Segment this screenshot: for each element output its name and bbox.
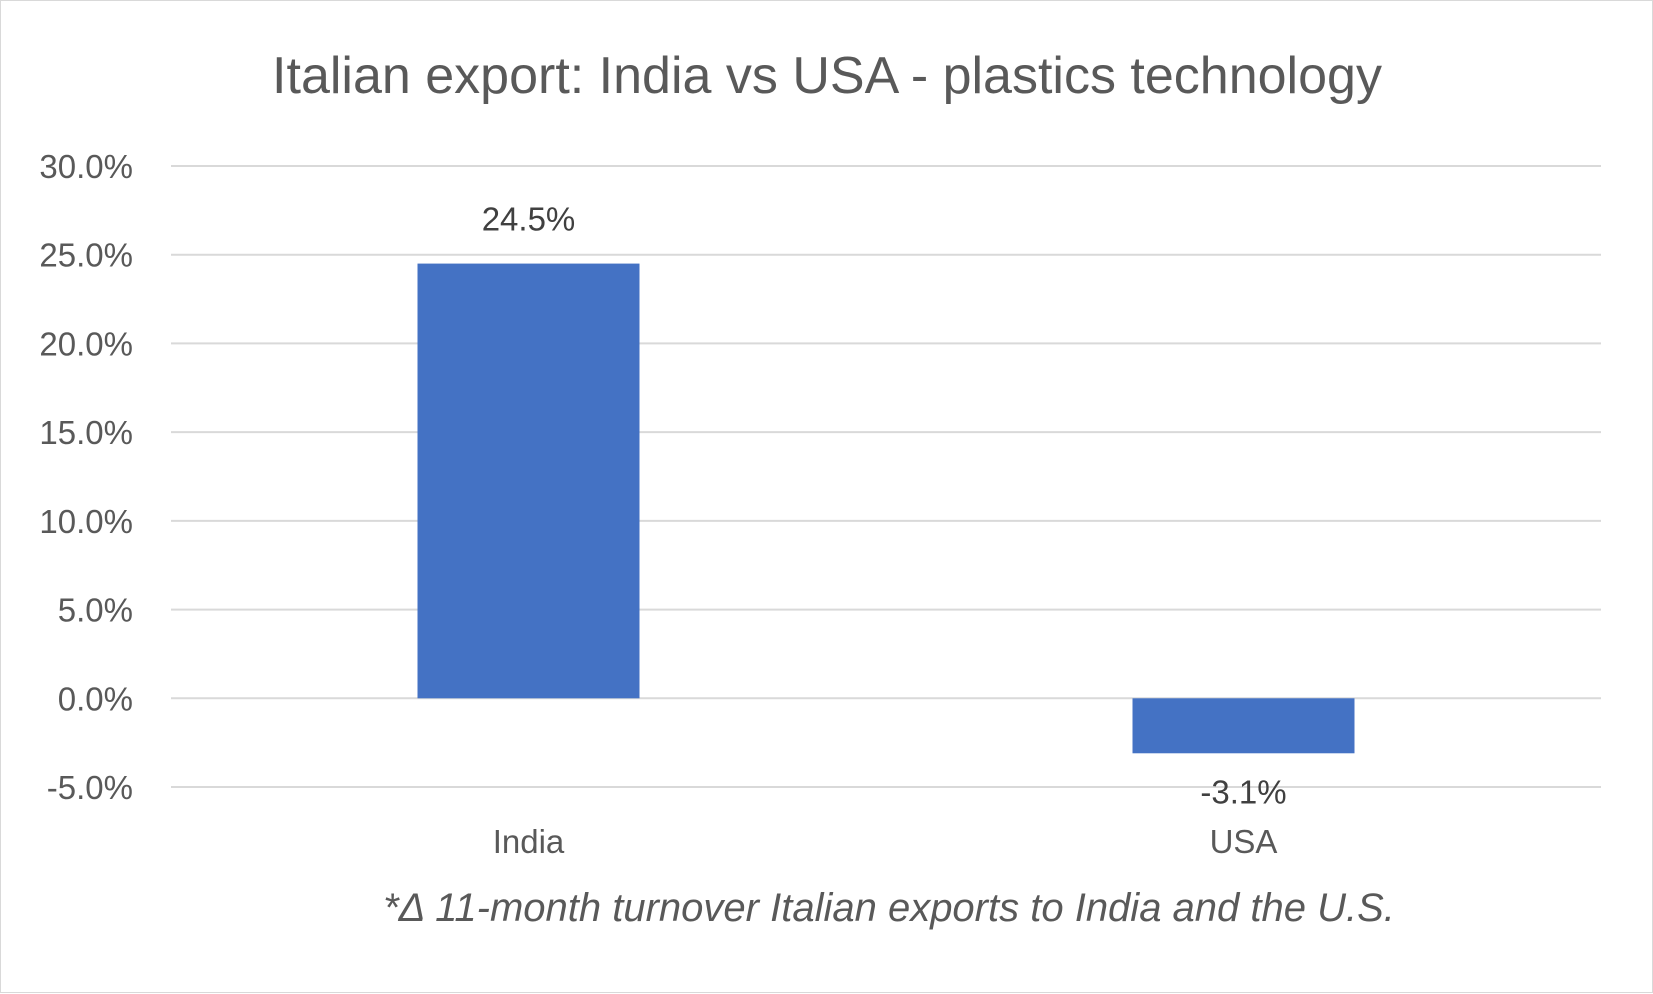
- y-tick-label: 10.0%: [39, 503, 133, 540]
- y-axis-tick-labels: 30.0% 25.0% 20.0% 15.0% 10.0% 5.0% 0.0% -5.0%: [39, 148, 133, 806]
- y-tick-label: -5.0%: [47, 769, 133, 806]
- y-tick-label: 0.0%: [58, 680, 133, 717]
- category-label-usa: USA: [1210, 823, 1278, 860]
- category-label-india: India: [493, 823, 565, 860]
- data-label-usa: -3.1%: [1200, 773, 1286, 810]
- bars: [417, 263, 1355, 754]
- x-axis-category-labels: India USA: [493, 823, 1278, 860]
- y-tick-label: 5.0%: [58, 592, 133, 629]
- gridlines: [171, 165, 1601, 788]
- y-tick-label: 30.0%: [39, 148, 133, 185]
- data-label-india: 24.5%: [482, 201, 576, 238]
- chart-footnote: *Δ 11-month turnover Italian exports to …: [383, 886, 1395, 930]
- y-tick-label: 15.0%: [39, 414, 133, 451]
- chart-title: Italian export: India vs USA - plastics …: [272, 47, 1382, 105]
- bar-usa: [1132, 698, 1355, 754]
- y-tick-label: 25.0%: [39, 237, 133, 274]
- bar-india: [417, 263, 640, 699]
- data-labels: 24.5% -3.1%: [482, 201, 1287, 811]
- y-tick-label: 20.0%: [39, 325, 133, 362]
